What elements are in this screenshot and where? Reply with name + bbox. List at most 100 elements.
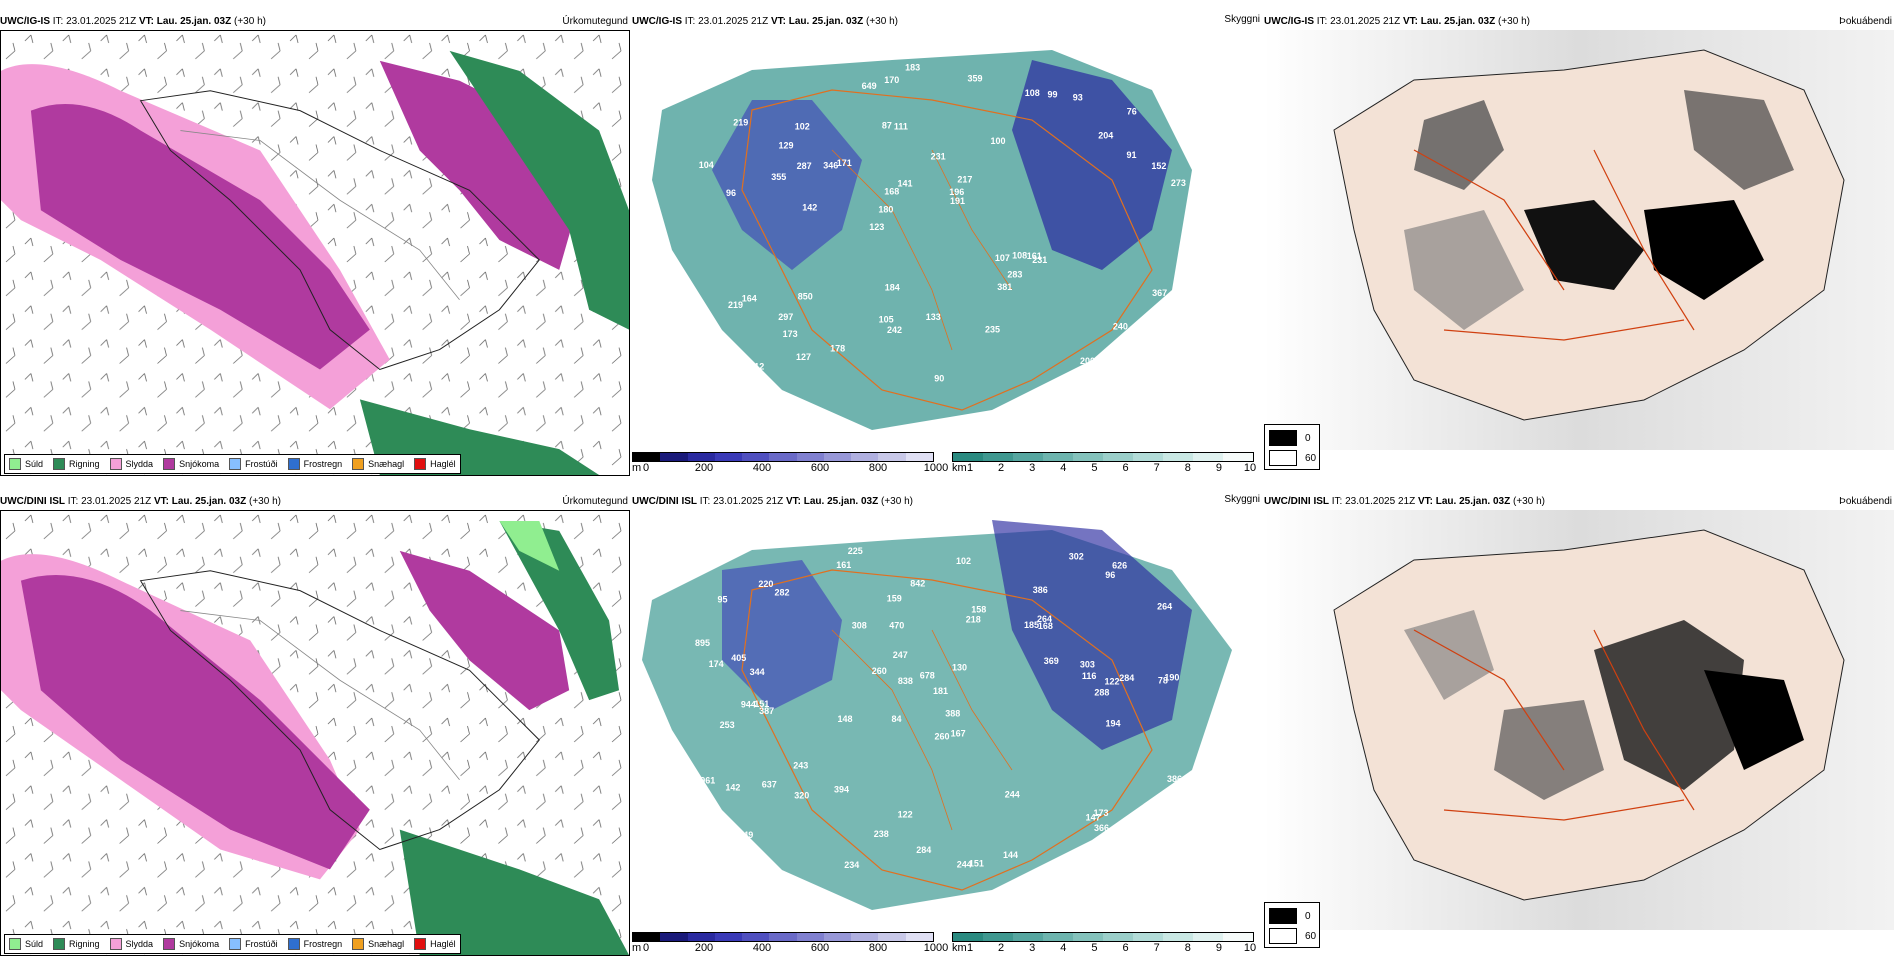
visibility-value-label: 367 bbox=[1152, 288, 1167, 298]
visibility-value-label: 95 bbox=[718, 595, 728, 605]
visibility-value-label: 238 bbox=[874, 829, 889, 839]
visibility-value-label: 148 bbox=[838, 714, 853, 724]
visibility-value-label: 231 bbox=[1032, 255, 1047, 265]
legend-item: Snjókoma bbox=[163, 938, 219, 950]
visibility-colorbar: km 1 2 3 4 5 6 7 8 9 10 bbox=[952, 932, 1262, 958]
valid-time: Lau. 25.jan. 03Z bbox=[1420, 16, 1496, 27]
init-time: 23.01.2025 21Z bbox=[698, 16, 769, 27]
visibility-value-label: 244 bbox=[1005, 789, 1020, 799]
visibility-value-label: 234 bbox=[844, 860, 859, 870]
visibility-value-label: 219 bbox=[733, 118, 748, 128]
visibility-value-label: 100 bbox=[749, 378, 764, 388]
visibility-value-label: 231 bbox=[931, 152, 946, 162]
visibility-value-label: 168 bbox=[1038, 621, 1053, 631]
fog-legend: 0 60 bbox=[1264, 424, 1320, 470]
visibility-value-label: 181 bbox=[933, 686, 948, 696]
colorbar-tick: 1000 bbox=[923, 462, 949, 474]
fog-legend-max: 60 bbox=[1305, 930, 1317, 942]
visibility-value-label: 288 bbox=[1094, 687, 1109, 697]
colorbar-swatch bbox=[687, 453, 715, 461]
colorbar-tick: 1000 bbox=[923, 942, 949, 954]
colorbar-swatch bbox=[823, 933, 852, 941]
visibility-value-label: 116 bbox=[1082, 671, 1097, 681]
visibility-value-label: 123 bbox=[869, 222, 884, 232]
visibility-value-label: 161 bbox=[1027, 251, 1042, 261]
lead-time: (+30 h) bbox=[234, 16, 266, 27]
colorbar-tick: 7 bbox=[1153, 942, 1160, 954]
legend-item: Frostregn bbox=[287, 458, 342, 470]
visibility-value-label: 141 bbox=[898, 179, 913, 189]
colorbar-tick: 400 bbox=[752, 462, 772, 474]
colorbar-swatch bbox=[1193, 933, 1223, 941]
visibility-value-label: 102 bbox=[956, 556, 971, 566]
visibility-value-label: 355 bbox=[771, 172, 786, 182]
colorbar-swatch bbox=[633, 453, 661, 461]
valid-label: VT: bbox=[153, 496, 169, 507]
visibility-value-label: 284 bbox=[916, 845, 931, 855]
colorbar-tick: 10 bbox=[1243, 462, 1257, 474]
precip-legend: Súld Rigning Slydda Snjókoma Frostúði Fr… bbox=[4, 934, 461, 954]
visibility-colorbar-swatches bbox=[952, 932, 1254, 942]
colorbar-tick: 2 bbox=[998, 462, 1005, 474]
visibility-value-label: 369 bbox=[1044, 656, 1059, 666]
visibility-value-label: 282 bbox=[775, 588, 790, 598]
visibility-value-label: 93 bbox=[1073, 93, 1083, 103]
visibility-value-label: 142 bbox=[802, 202, 817, 212]
visibility-value-label: 151 bbox=[969, 858, 984, 868]
colorbar-tick: 6 bbox=[1122, 462, 1129, 474]
panel-header: UWC/IG-IS IT: 23.01.2025 21Z VT: Lau. 25… bbox=[1264, 14, 1894, 30]
colorbar-tick: 8 bbox=[1184, 462, 1191, 474]
visibility-value-label: 283 bbox=[1007, 269, 1022, 279]
panel-header: UWC/DINI ISL IT: 23.01.2025 21Z VT: Lau.… bbox=[0, 494, 630, 510]
visibility-value-label: 190 bbox=[1164, 673, 1179, 683]
colorbar-swatch bbox=[983, 453, 1013, 461]
visibility-value-label: 180 bbox=[878, 205, 893, 215]
colorbar-tick: 6 bbox=[1122, 942, 1129, 954]
visibility-value-label: 211 bbox=[747, 366, 762, 376]
visibility-value-label: 303 bbox=[1080, 659, 1095, 669]
fog-panel-bottom: UWC/DINI ISL IT: 23.01.2025 21Z VT: Lau.… bbox=[1264, 494, 1894, 964]
visibility-value-label: 183 bbox=[905, 63, 920, 73]
visibility-value-label: 184 bbox=[885, 282, 900, 292]
legend-item: Súld bbox=[9, 938, 43, 950]
visibility-value-label: 217 bbox=[957, 175, 972, 185]
legend-item: Frostúði bbox=[229, 938, 278, 950]
colorbar-tick: 800 bbox=[868, 942, 888, 954]
visibility-value-label: 944 bbox=[741, 700, 756, 710]
colorbar-tick: 0 bbox=[642, 942, 650, 954]
model-name: UWC/IG-IS bbox=[1264, 16, 1314, 27]
precip-panel-bottom: UWC/DINI ISL IT: 23.01.2025 21Z VT: Lau.… bbox=[0, 494, 630, 964]
colorbar-swatch bbox=[1073, 933, 1103, 941]
colorbar-tick: 8 bbox=[1184, 942, 1191, 954]
colorbar-swatch bbox=[769, 933, 797, 941]
fog-legend: 0 60 bbox=[1264, 902, 1320, 948]
visibility-value-label: 142 bbox=[725, 783, 740, 793]
colorbar-tick: 800 bbox=[868, 462, 888, 474]
colorbar-swatch bbox=[1223, 933, 1253, 941]
visibility-value-label: 850 bbox=[798, 291, 813, 301]
visibility-value-label: 108 bbox=[1012, 251, 1027, 261]
visibility-value-label: 133 bbox=[926, 312, 941, 322]
fog-panel-top: UWC/IG-IS IT: 23.01.2025 21Z VT: Lau. 25… bbox=[1264, 14, 1894, 484]
visibility-value-label: 200 bbox=[1080, 356, 1095, 366]
visibility-value-label: 258 bbox=[1119, 356, 1134, 366]
visibility-value-label: 164 bbox=[742, 293, 757, 303]
colorbar-swatch bbox=[1133, 453, 1163, 461]
legend-item: Rigning bbox=[53, 938, 100, 950]
elevation-ticks: 0 200 400 600 800 1000 bbox=[643, 462, 948, 476]
visibility-value-label: 102 bbox=[795, 122, 810, 132]
visibility-panel-top: UWC/IG-IS IT: 23.01.2025 21Z VT: Lau. 25… bbox=[632, 14, 1262, 484]
colorbar-swatch bbox=[851, 933, 879, 941]
visibility-value-label: 961 bbox=[700, 776, 715, 786]
visibility-value-label: 100 bbox=[991, 136, 1006, 146]
visibility-value-label: 637 bbox=[762, 780, 777, 790]
visibility-unit: km bbox=[952, 942, 967, 954]
visibility-value-label: 127 bbox=[796, 352, 811, 362]
precip-map bbox=[0, 510, 630, 956]
visibility-value-label: 287 bbox=[797, 161, 812, 171]
visibility-value-label: 260 bbox=[872, 666, 887, 676]
colorbar-tick: 3 bbox=[1029, 942, 1036, 954]
colorbar-swatch bbox=[878, 933, 906, 941]
visibility-value-label: 108 bbox=[1025, 88, 1040, 98]
visibility-value-label: 344 bbox=[750, 667, 765, 677]
